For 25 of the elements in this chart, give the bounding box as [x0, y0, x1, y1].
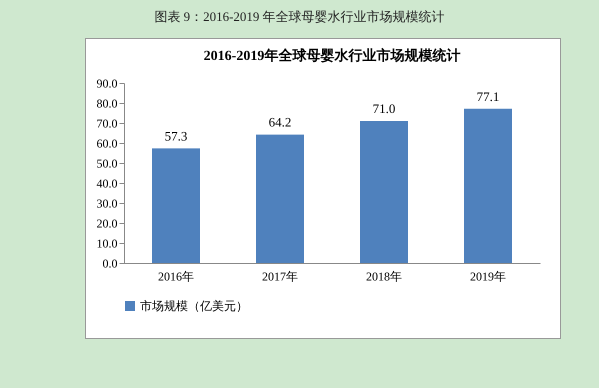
x-tick-label: 2017年: [262, 270, 298, 284]
y-tick-label: 50.0: [96, 156, 118, 170]
y-tick-label: 90.0: [96, 76, 118, 90]
bar: [464, 108, 512, 263]
y-tick-label: 30.0: [96, 196, 118, 210]
y-tick-label: 10.0: [96, 236, 118, 250]
y-tick-label: 70.0: [96, 116, 118, 130]
y-tick-label: 60.0: [96, 136, 118, 150]
y-tick-label: 20.0: [96, 216, 118, 230]
y-tick-label: 40.0: [96, 176, 118, 190]
bar: [256, 134, 304, 263]
data-label: 57.3: [164, 128, 188, 144]
chart-title: 2016-2019年全球母婴水行业市场规模统计: [204, 47, 460, 64]
data-label: 77.1: [476, 88, 500, 104]
data-label: 64.2: [268, 114, 292, 130]
legend-label: 市场规模（亿美元）: [140, 299, 248, 313]
bar: [152, 148, 200, 263]
x-tick-label: 2016年: [158, 270, 194, 284]
x-tick-label: 2019年: [470, 270, 506, 284]
data-label: 71.0: [372, 101, 396, 116]
text: 图表 9：2016-2019 年全球母婴水行业市场规模统计: [153, 8, 446, 26]
y-tick-label: 0.0: [102, 256, 118, 270]
bar: [360, 121, 408, 263]
y-tick-label: 80.0: [96, 96, 118, 110]
x-tick-label: 2018年: [366, 270, 402, 284]
